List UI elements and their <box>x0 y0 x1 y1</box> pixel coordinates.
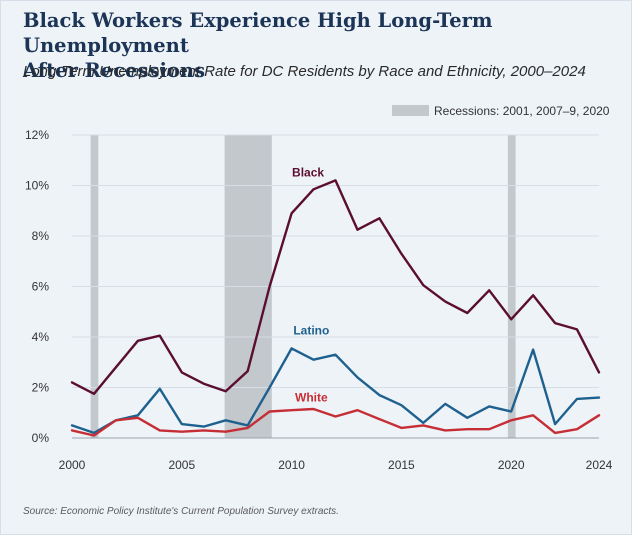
chart-title: Black Workers Experience High Long-Term … <box>23 8 613 83</box>
x-tick-label: 2024 <box>586 458 613 472</box>
series-label-latino: Latino <box>293 323 329 337</box>
chart-title-line-1: Black Workers Experience High Long-Term … <box>23 9 493 57</box>
legend-recession-label: Recessions: 2001, 2007–9, 2020 <box>434 104 610 118</box>
y-tick-label: 8% <box>32 229 50 243</box>
series-labels: Black Latino White <box>292 166 329 405</box>
x-tick-label: 2010 <box>278 458 305 472</box>
y-tick-label: 10% <box>25 179 49 193</box>
data-series <box>70 179 601 437</box>
legend-recession-swatch <box>392 105 429 116</box>
x-tick-label: 2005 <box>168 458 195 472</box>
y-tick-label: 0% <box>32 431 50 445</box>
x-tick-label: 2000 <box>59 458 86 472</box>
chart-subtitle: Long-Term Unemployment Rate for DC Resid… <box>23 63 586 80</box>
series-line-latino <box>70 347 601 435</box>
legend: Recessions: 2001, 2007–9, 2020 <box>392 104 610 118</box>
source-note: Source: Economic Policy Institute's Curr… <box>23 506 339 517</box>
y-tick-label: 6% <box>32 280 50 294</box>
y-tick-label: 4% <box>32 330 50 344</box>
gridlines <box>72 134 599 388</box>
series-label-black: Black <box>292 166 324 180</box>
y-tick-label: 2% <box>32 381 50 395</box>
series-line-black <box>70 179 601 395</box>
axes: 0% 2% 4% 6% 8% 10% 12% 2000 2005 2010 2015 2020 2024 <box>25 128 613 472</box>
series-label-white: White <box>295 390 328 404</box>
line-chart: 0% 2% 4% 6% 8% 10% 12% 2000 2005 2010 2015 2020 2024… <box>25 104 613 472</box>
y-tick-label: 12% <box>25 128 49 142</box>
x-tick-label: 2015 <box>388 458 415 472</box>
chart-title-line-2: After Recessions <box>23 59 206 82</box>
x-tick-label: 2020 <box>498 458 525 472</box>
series-line-white <box>70 407 601 437</box>
